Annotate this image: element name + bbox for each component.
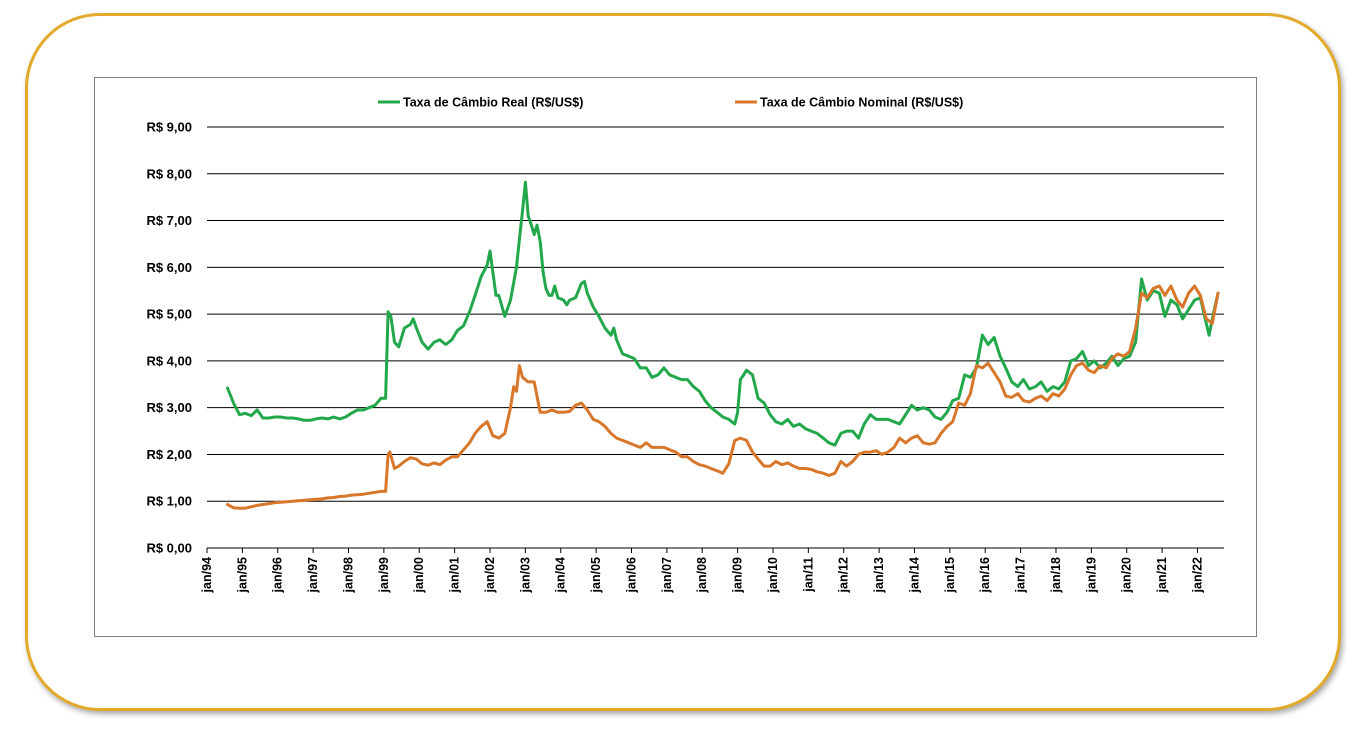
y-tick-label: R$ 2,00 [146,447,192,462]
y-tick-label: R$ 9,00 [146,120,192,135]
x-tick-label: jan/10 [766,557,780,593]
y-tick-label: R$ 3,00 [146,400,192,415]
x-tick-label: jan/06 [624,557,638,593]
legend-label-nominal: Taxa de Câmbio Nominal (R$/US$) [760,96,963,110]
series-lines [226,180,1220,510]
y-axis-ticks: R$ 0,00 R$ 1,00 R$ 2,00 R$ 3,00 R$ 4,00 R$ 5,… [146,120,192,556]
x-tick-label: jan/14 [907,557,921,593]
nominal-exchange-rate-line [226,284,1220,510]
x-tick-label: jan/15 [943,557,957,593]
x-tick-label: jan/05 [589,557,603,593]
x-tick-label: jan/97 [306,557,320,593]
y-tick-label: R$ 6,00 [146,260,192,275]
x-tick-label: jan/19 [1084,557,1098,593]
gridlines [207,126,1224,502]
real-exchange-rate-line [226,180,1220,447]
y-tick-label: R$ 0,00 [146,541,192,556]
x-tick-label: jan/03 [518,557,532,593]
x-tick-label: jan/95 [235,557,249,593]
y-tick-label: R$ 7,00 [146,213,192,228]
x-tick-label: jan/16 [978,557,992,593]
x-axis: jan/94 jan/95 jan/96 jan/97 jan/98 jan/99 jan/… [200,547,1224,593]
x-tick-label: jan/17 [1014,557,1028,593]
chart-area [94,77,1257,637]
x-tick-label: jan/22 [1190,557,1204,593]
x-tick-label: jan/04 [554,557,568,593]
x-tick-label: jan/96 [271,557,285,593]
x-tick-label: jan/98 [341,557,355,593]
x-tick-label: jan/02 [483,557,497,593]
x-tick-label: jan/00 [412,557,426,593]
legend: Taxa de Câmbio Real (R$/US$) Taxa de Câmb… [378,96,963,110]
x-tick-label: jan/18 [1049,557,1063,593]
x-tick-label: jan/01 [448,557,462,593]
y-tick-label: R$ 8,00 [146,166,192,181]
legend-label-real: Taxa de Câmbio Real (R$/US$) [403,96,583,110]
y-tick-label: R$ 5,00 [146,307,192,322]
x-tick-label: jan/94 [200,557,214,593]
x-tick-label: jan/20 [1120,557,1134,593]
x-tick-label: jan/11 [801,557,815,593]
x-tick-label: jan/07 [660,557,674,593]
x-tick-label: jan/13 [872,557,886,593]
y-tick-label: R$ 4,00 [146,353,192,368]
y-tick-label: R$ 1,00 [146,494,192,509]
x-tick-label: jan/21 [1155,557,1169,593]
x-tick-label: jan/09 [731,557,745,593]
x-tick-label: jan/12 [837,557,851,593]
x-tick-label: jan/99 [377,557,391,593]
x-tick-label: jan/08 [695,557,709,593]
